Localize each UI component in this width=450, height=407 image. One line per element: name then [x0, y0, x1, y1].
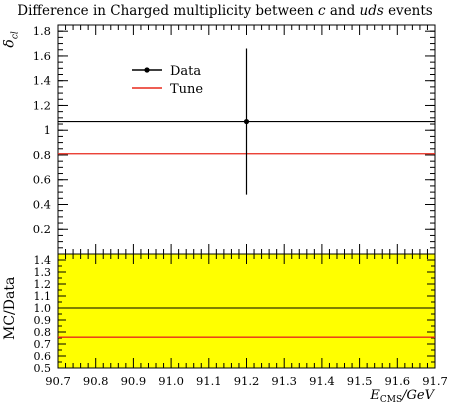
y-tick-label: 1.6 — [33, 49, 51, 63]
ratio-y-tick-label: 1.0 — [34, 302, 52, 315]
legend-tune-label: Tune — [170, 82, 203, 97]
y-axis-label: δcl — [1, 31, 21, 48]
y-tick-label: 1.8 — [33, 24, 51, 38]
title-part: uds — [359, 3, 384, 19]
ratio-y-tick-label: 1.2 — [34, 278, 52, 291]
x-tick-label: 91.1 — [196, 374, 222, 388]
y-tick-label: 0.6 — [33, 173, 51, 187]
ratio-y-tick-label: 0.8 — [34, 326, 52, 339]
legend-data-marker — [144, 67, 150, 73]
y-tick-label: 0.4 — [33, 197, 51, 211]
ratio-y-tick-label: 1.4 — [34, 254, 52, 267]
y-tick-label: 0.8 — [33, 148, 51, 162]
y-tick-label: 0.2 — [33, 222, 51, 236]
main-panel: 0.2 0.4 0.6 0.8 1 1.2 1.4 1.6 1.8 Data Tune — [33, 24, 436, 255]
x-tick-label: 91.7 — [422, 374, 448, 388]
x-tick-label: 91.2 — [234, 374, 260, 388]
ratio-band — [58, 254, 435, 368]
ratio-y-tick-label: 0.5 — [34, 362, 52, 375]
x-tick-label: 91.5 — [347, 374, 373, 388]
title-part: Difference in Charged multiplicity betwe… — [17, 3, 318, 19]
title-part: c — [317, 3, 326, 19]
title-part: events — [383, 3, 433, 19]
x-tick-label: 91.3 — [271, 374, 297, 388]
x-tick-label: 91.6 — [384, 374, 410, 388]
x-axis-label: ECMS/GeV — [370, 388, 434, 405]
ratio-y-tick-label: 0.9 — [34, 314, 52, 327]
y-tick-label: 1.4 — [33, 74, 51, 88]
data-point — [243, 118, 250, 125]
y-tick-label: 1.2 — [33, 98, 51, 112]
x-tick-label: 91.4 — [309, 374, 335, 388]
x-tick-label: 90.9 — [121, 374, 147, 388]
chart-title: Difference in Charged multiplicity betwe… — [0, 3, 450, 19]
ratio-panel: 90.7 90.8 90.9 91.0 91.1 91.2 91.3 91.4 91.5 91.6… — [34, 253, 448, 388]
y-tick-label: 1 — [44, 123, 51, 137]
ratio-y-axis-label: MC/Data — [2, 276, 18, 340]
x-tick-label: 91.0 — [158, 374, 184, 388]
ratio-y-tick-label: 0.7 — [34, 338, 52, 351]
ratio-y-tick-label: 0.6 — [34, 350, 52, 363]
ratio-y-tick-label: 1.1 — [34, 290, 52, 303]
legend-data-label: Data — [170, 64, 201, 79]
x-tick-label: 90.8 — [83, 374, 109, 388]
ratio-y-tick-label: 1.3 — [34, 266, 52, 279]
title-part: and — [325, 3, 360, 19]
x-tick-label: 90.7 — [45, 374, 71, 388]
